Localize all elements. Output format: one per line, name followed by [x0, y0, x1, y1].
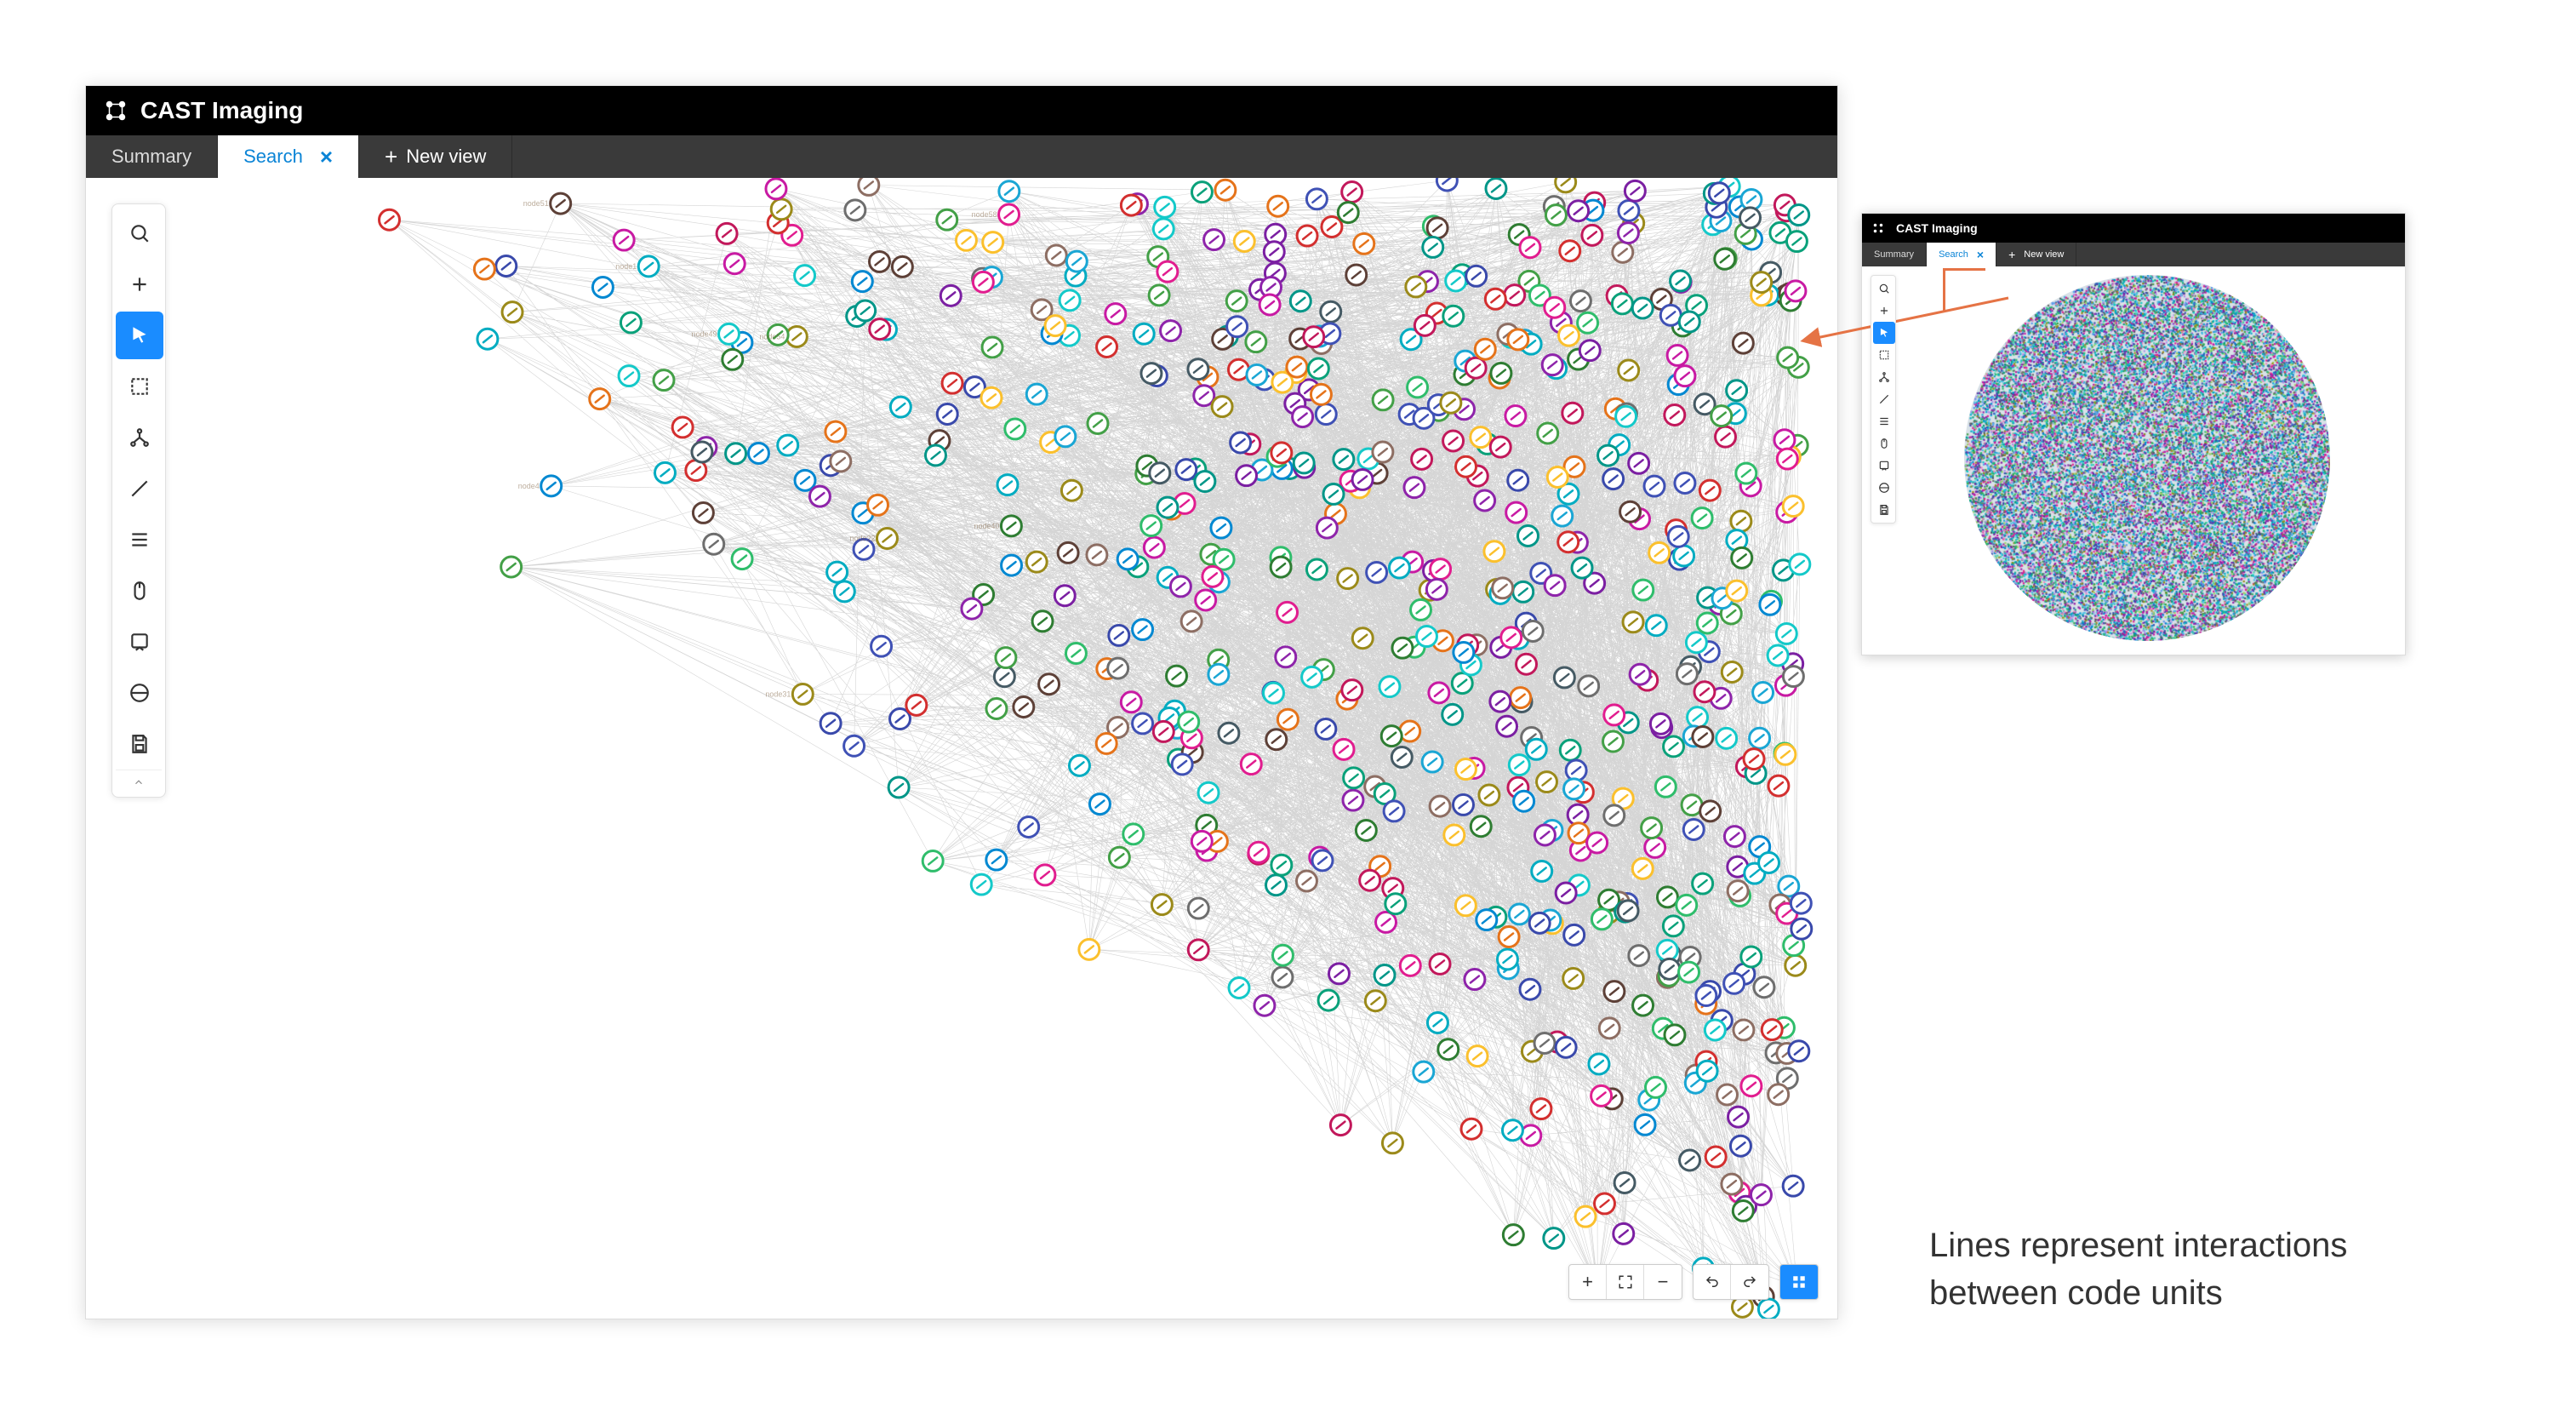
mini-tab-new-view[interactable]: + New view: [1996, 243, 2076, 266]
mini-add-button[interactable]: [1873, 300, 1895, 322]
mini-tab-search[interactable]: Search ×: [1927, 243, 1996, 266]
svg-text:node4: node4: [518, 482, 540, 490]
redo-button[interactable]: [1731, 1265, 1768, 1299]
mini-side-toolbar: [1871, 275, 1896, 524]
tree-button[interactable]: [116, 414, 163, 461]
mini-tab-bar: Summary Search × + New view: [1862, 243, 2405, 266]
caption-text: Lines represent interactions between cod…: [1929, 1222, 2457, 1317]
list-button[interactable]: [116, 516, 163, 564]
plus-icon: +: [385, 144, 397, 170]
tab-label: Summary: [111, 146, 191, 168]
mini-tab-summary[interactable]: Summary: [1862, 243, 1927, 266]
mini-line-button[interactable]: [1873, 388, 1895, 410]
mini-app-title: CAST Imaging: [1896, 221, 1978, 235]
mini-app-window: CAST Imaging Summary Search × + New view: [1861, 213, 2406, 655]
mini-save-button[interactable]: [1873, 499, 1895, 521]
mini-note-button[interactable]: [1873, 455, 1895, 477]
grid-mode-button[interactable]: [1780, 1265, 1818, 1299]
tab-search[interactable]: Search ×: [218, 135, 359, 178]
overview-circle: [1964, 275, 2330, 641]
tab-summary[interactable]: Summary: [86, 135, 218, 178]
zoom-fit-button[interactable]: [1607, 1265, 1644, 1299]
select-box-button[interactable]: [116, 363, 163, 410]
add-button[interactable]: [116, 260, 163, 308]
main-app-window: CAST Imaging Summary Search × + New view…: [85, 85, 1838, 1319]
close-icon[interactable]: ×: [320, 144, 333, 170]
mini-pointer-button[interactable]: [1873, 322, 1895, 344]
app-title: CAST Imaging: [140, 97, 303, 124]
history-group: [1693, 1264, 1769, 1300]
note-button[interactable]: [116, 618, 163, 666]
tab-bar: Summary Search × + New view: [86, 135, 1837, 178]
svg-text:node40: node40: [974, 522, 999, 530]
tag-button[interactable]: [116, 669, 163, 717]
close-icon[interactable]: ×: [1977, 248, 1984, 261]
line-button[interactable]: [116, 465, 163, 512]
network-graph[interactable]: node1 node4 node22 node31 node40 node49 node51…: [86, 178, 1837, 1319]
caption-line-2: between code units: [1929, 1269, 2457, 1317]
zoom-in-button[interactable]: +: [1569, 1265, 1607, 1299]
tab-label: Search: [243, 146, 303, 168]
graph-canvas[interactable]: node1 node4 node22 node31 node40 node49 node51…: [86, 178, 1837, 1319]
svg-text:node1: node1: [615, 262, 637, 271]
zoom-group: + −: [1568, 1264, 1682, 1300]
speckle-canvas: [1964, 275, 2330, 641]
new-view-label: New view: [406, 146, 486, 168]
mode-group: [1779, 1264, 1819, 1300]
caption-line-1: Lines represent interactions: [1929, 1222, 2457, 1269]
svg-text:node58: node58: [972, 210, 997, 219]
side-toolbar: [111, 203, 166, 798]
mouse-button[interactable]: [116, 567, 163, 615]
titlebar: CAST Imaging: [86, 86, 1837, 135]
mini-list-button[interactable]: [1873, 410, 1895, 432]
save-button[interactable]: [116, 720, 163, 768]
callout-bracket: [1943, 268, 1985, 311]
svg-text:node31: node31: [765, 690, 791, 698]
mini-search-button[interactable]: [1873, 278, 1895, 300]
mini-tag-button[interactable]: [1873, 477, 1895, 499]
mini-tree-button[interactable]: [1873, 366, 1895, 388]
mini-mouse-button[interactable]: [1873, 432, 1895, 455]
svg-text:node51: node51: [523, 199, 549, 208]
search-button[interactable]: [116, 209, 163, 257]
mini-titlebar: CAST Imaging: [1862, 214, 2405, 243]
undo-button[interactable]: [1694, 1265, 1731, 1299]
app-logo-icon: [1872, 222, 1884, 234]
mini-select-box-button[interactable]: [1873, 344, 1895, 366]
svg-text:node22: node22: [850, 534, 876, 542]
collapse-toolbar-button[interactable]: [116, 770, 162, 793]
svg-text:node49: node49: [692, 329, 717, 338]
tab-new-view[interactable]: + New view: [359, 135, 512, 178]
zoom-controls: + −: [1568, 1264, 1819, 1300]
svg-text:node54: node54: [759, 332, 785, 340]
app-logo-icon: [103, 98, 129, 123]
pointer-button[interactable]: [116, 312, 163, 359]
zoom-out-button[interactable]: −: [1644, 1265, 1682, 1299]
plus-icon: +: [2008, 248, 2015, 261]
